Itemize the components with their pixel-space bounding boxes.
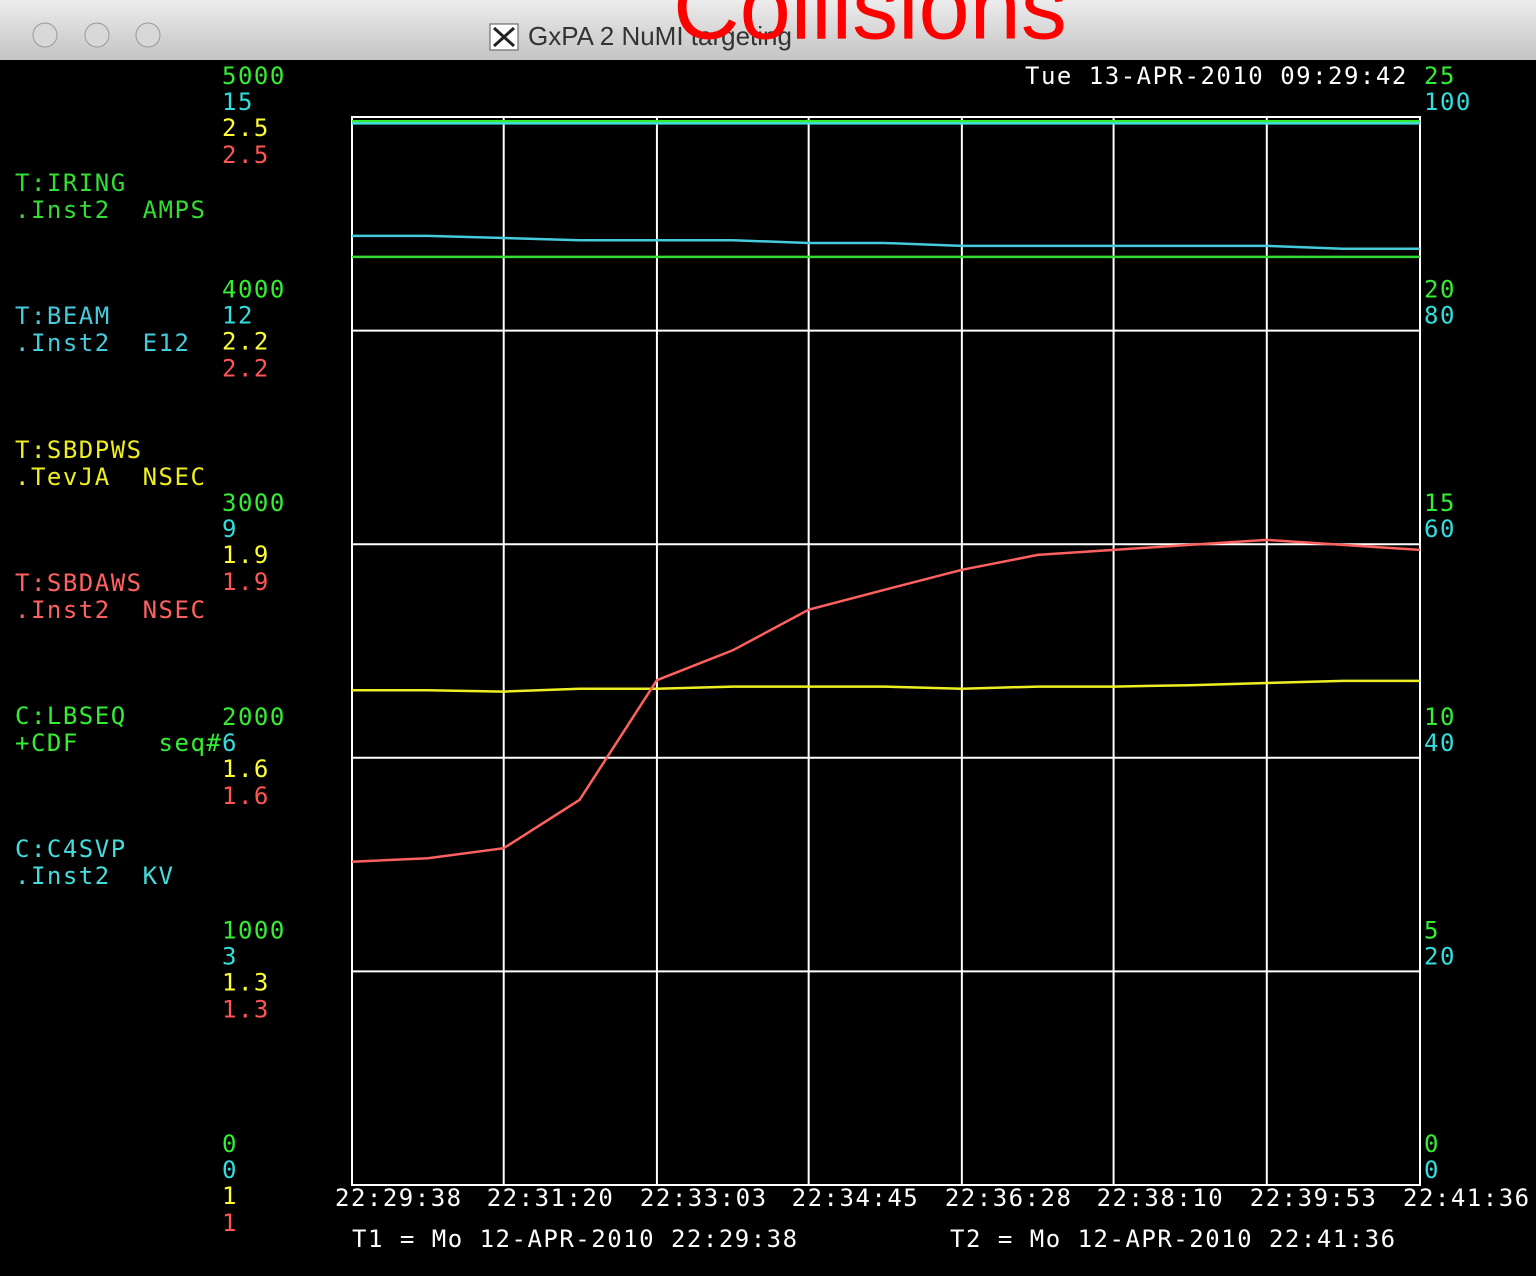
y-tick-label: 5000 [222,62,286,90]
y-tick-label: 1.6 [222,782,270,810]
series-detail: .TevJA NSEC [15,463,206,491]
x-tick-label: 22:33:03 [640,1184,768,1212]
y-tick-label: 4000 [222,276,286,304]
x-tick-label: 22:31:20 [487,1184,615,1212]
x-icon [489,23,519,51]
y-tick-label: 1.6 [222,755,270,783]
zoom-button[interactable] [135,22,161,48]
y-tick-label: 10 [1424,703,1456,731]
y-tick-label: 3 [222,942,238,970]
window-title: GxPA 2 NuMI targeting [528,21,792,51]
close-button[interactable] [32,22,58,48]
y-tick-label: 2.5 [222,141,270,169]
series-name: T:BEAM [15,302,111,330]
y-tick-label: 100 [1424,88,1472,116]
series-line [352,679,1420,693]
y-tick-label: 1.9 [222,568,270,596]
t2-label: T2 = Mo 12-APR-2010 22:41:36 [950,1225,1397,1253]
series-detail: +CDF seq# [15,729,222,757]
y-tick-label: 15 [222,88,254,116]
y-tick-label: 0 [1424,1156,1440,1184]
series-detail: .Inst2 KV [15,862,175,890]
y-tick-label: 1.3 [222,995,270,1023]
series-line [351,538,1421,864]
series-name: T:SBDPWS [15,436,143,464]
x-tick-label: 22:41:36 [1403,1184,1531,1212]
x-tick-label: 22:36:28 [945,1184,1073,1212]
y-tick-label: 20 [1424,276,1456,304]
y-tick-label: 2.5 [222,114,270,142]
series-line [352,234,1420,250]
series-name: C:LBSEQ [15,702,127,730]
y-tick-label: 2.2 [222,355,270,383]
y-tick-label: 1 [222,1182,238,1210]
series-detail: .Inst2 AMPS [15,196,206,224]
y-tick-label: 2000 [222,703,286,731]
overlay-title: Collisions [673,0,1067,58]
y-tick-label: 3000 [222,489,286,517]
series-name: T:SBDAWS [15,569,143,597]
y-tick-label: 40 [1424,729,1456,757]
y-tick-label: 15 [1424,489,1456,517]
y-tick-label: 12 [222,302,254,330]
x-tick-label: 22:38:10 [1097,1184,1225,1212]
title-bar [0,0,1536,60]
y-tick-label: 80 [1424,302,1456,330]
y-tick-label: 1.9 [222,541,270,569]
y-tick-label: 1000 [222,916,286,944]
y-tick-label: 25 [1424,62,1456,90]
x-tick-label: 22:34:45 [792,1184,920,1212]
y-tick-label: 1 [222,1209,238,1237]
timestamp: Tue 13-APR-2010 09:29:42 [1025,62,1408,90]
y-tick-label: 9 [222,515,238,543]
series-detail: .Inst2 E12 [15,329,190,357]
y-tick-label: 0 [222,1130,238,1158]
y-tick-label: 0 [222,1156,238,1184]
series-name: C:C4SVP [15,835,127,863]
y-tick-label: 5 [1424,916,1440,944]
y-tick-label: 1.3 [222,968,270,996]
x-tick-label: 22:29:38 [335,1184,463,1212]
y-tick-label: 0 [1424,1130,1440,1158]
x-tick-label: 22:39:53 [1250,1184,1378,1212]
y-tick-label: 20 [1424,942,1456,970]
y-tick-label: 2.2 [222,328,270,356]
y-tick-label: 60 [1424,515,1456,543]
minimize-button[interactable] [84,22,110,48]
series-name: T:IRING [15,169,127,197]
t1-label: T1 = Mo 12-APR-2010 22:29:38 [352,1225,799,1253]
y-tick-label: 6 [222,729,238,757]
series-detail: .Inst2 NSEC [15,596,206,624]
